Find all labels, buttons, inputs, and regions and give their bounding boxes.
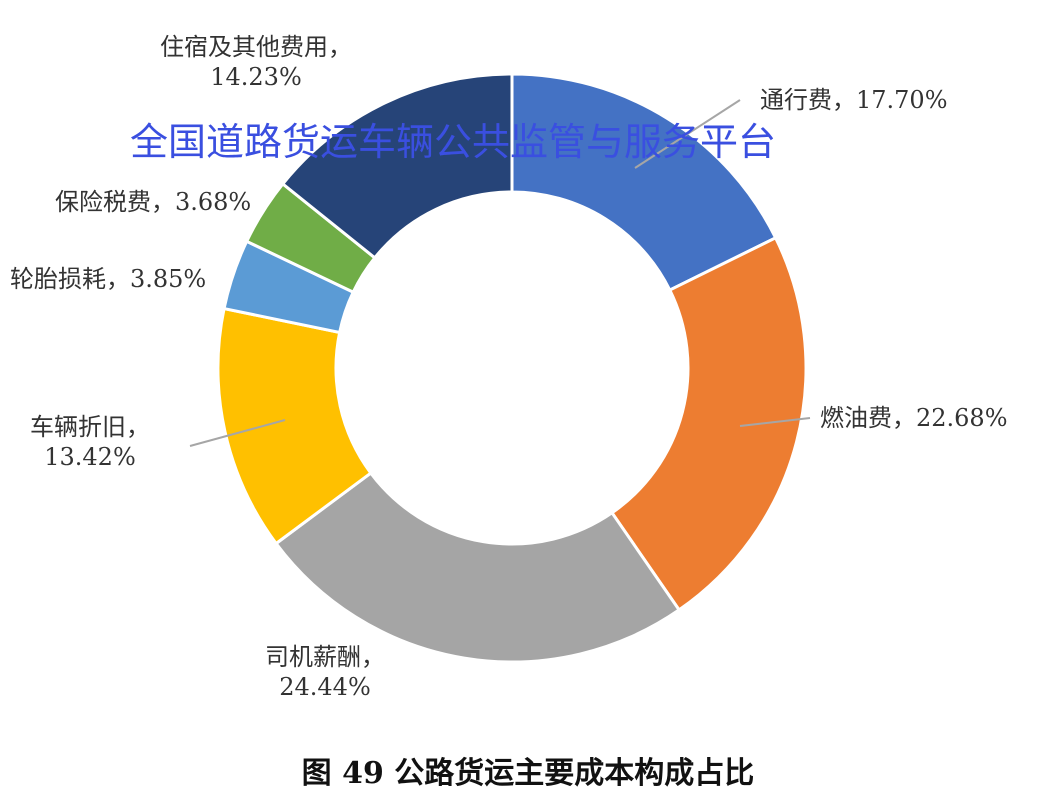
data-label: 司机薪酬， 24.44% [265, 643, 385, 701]
data-label: 轮胎损耗，3.85% [10, 265, 207, 293]
leader-line [739, 417, 811, 427]
slice-司机薪酬 [274, 470, 682, 664]
leader-line [634, 99, 741, 169]
slice-燃油费 [609, 235, 808, 612]
data-label: 住宿及其他费用， 14.23% [160, 33, 352, 91]
slice-住宿及其他费用 [280, 72, 514, 260]
chart-title: 图 49 公路货运主要成本构成占比 [301, 756, 755, 791]
slice-通行费 [510, 72, 778, 293]
data-label: 车辆折旧， 13.42% [30, 413, 150, 471]
data-label: 通行费，17.70% [760, 86, 948, 114]
leader-line [189, 419, 286, 447]
watermark: 全国道路货运车辆公共监管与服务平台 [130, 120, 777, 164]
data-label: 保险税费，3.68% [55, 188, 252, 216]
data-label: 燃油费，22.68% [820, 404, 1008, 432]
